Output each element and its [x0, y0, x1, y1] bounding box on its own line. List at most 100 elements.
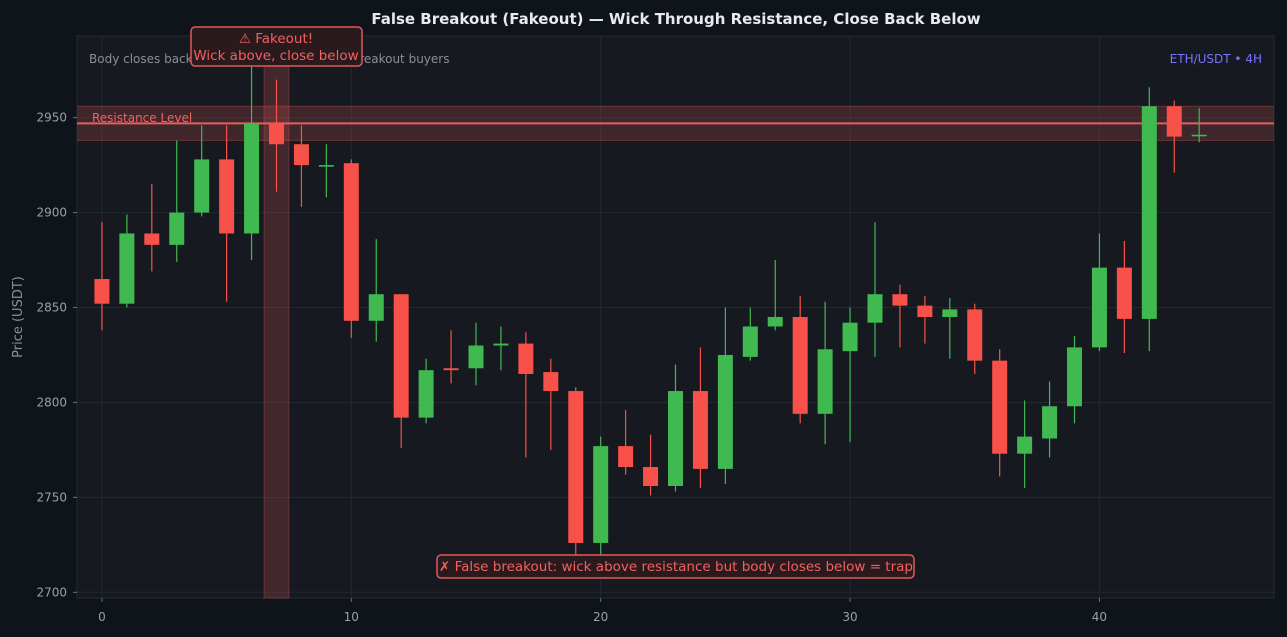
candle [219, 125, 235, 302]
candle [119, 214, 135, 308]
candle-body [493, 343, 509, 346]
candle [692, 347, 708, 488]
candle-body [692, 391, 708, 469]
candle [1091, 233, 1107, 352]
candle [194, 125, 210, 217]
candle [169, 140, 185, 262]
candle-body [518, 343, 534, 374]
candle [842, 307, 858, 443]
candle-body [219, 159, 235, 234]
candle [742, 307, 758, 361]
candle [443, 330, 459, 384]
candle-body [842, 322, 858, 352]
candle-body [418, 370, 434, 418]
candle-body [343, 163, 359, 321]
candle-body [269, 123, 284, 145]
candle-body [942, 309, 958, 317]
candle [817, 301, 833, 445]
candle [942, 298, 958, 359]
candle-body [1091, 267, 1107, 348]
x-tick-label: 0 [98, 610, 106, 624]
candle-body [967, 309, 983, 361]
candle [1067, 335, 1082, 424]
candle-body [618, 446, 634, 467]
candle [418, 358, 434, 424]
candle-body [792, 317, 808, 414]
fakeout-callout: ⚠ Fakeout! Wick above, close below [190, 26, 363, 67]
resistance-zone-layer [77, 35, 1274, 599]
candle-body [293, 144, 309, 166]
candle [493, 326, 509, 371]
candle-body [244, 123, 260, 234]
y-tick-label: 2900 [36, 206, 67, 220]
candles [94, 51, 1207, 561]
candle-body [1067, 347, 1082, 407]
candle-body [817, 349, 833, 414]
candle-body [1141, 106, 1157, 319]
candle-body [668, 391, 683, 486]
candle-body [767, 317, 783, 327]
candle-body [1166, 106, 1182, 137]
x-tick-label: 20 [593, 610, 608, 624]
candle-body [1116, 267, 1132, 319]
candle-body [119, 233, 135, 304]
candle [643, 434, 659, 496]
candle-body [169, 212, 185, 245]
candle [1017, 400, 1033, 488]
candle [293, 125, 309, 207]
axis-ticks: 2700 2750 2800 2850 2900 2950 0 10 20 30 40 [36, 111, 1107, 624]
candle-body [1017, 436, 1033, 454]
candle [1116, 241, 1132, 354]
candle [867, 222, 883, 357]
candle [917, 296, 933, 344]
candle [468, 322, 484, 386]
candle [967, 303, 983, 374]
candle [518, 332, 534, 458]
candle [393, 294, 409, 449]
candle [1042, 381, 1058, 458]
candle [568, 387, 584, 561]
candle [717, 307, 733, 485]
candle-body [568, 391, 584, 543]
fakeout-callout-line1: ⚠ Fakeout! [239, 31, 313, 47]
candle-body [892, 294, 908, 306]
resistance-label: Resistance Level [92, 111, 192, 125]
candle [767, 260, 783, 331]
candle-body [1191, 134, 1207, 137]
candle [144, 184, 160, 272]
symbol-label: ETH/USDT • 4H [1170, 52, 1262, 66]
candle [269, 79, 284, 192]
candle-body [917, 305, 933, 317]
candle [318, 144, 334, 198]
candle-body [468, 345, 484, 369]
y-tick-label: 2850 [36, 301, 67, 315]
candle-body [144, 233, 160, 245]
candle-body [543, 372, 559, 392]
chart-title: False Breakout (Fakeout) — Wick Through … [371, 10, 980, 28]
candle [618, 410, 634, 475]
candle [1191, 108, 1207, 143]
fakeout-callout-line2: Wick above, close below [193, 48, 358, 64]
candle-body [443, 368, 459, 371]
candle [244, 51, 260, 261]
candle [593, 436, 609, 557]
candle [668, 364, 683, 492]
candle-body [992, 360, 1008, 454]
candle-body [742, 326, 758, 357]
false-breakout-callout-text: ✗ False breakout: wick above resistance … [439, 559, 913, 575]
candle-body [867, 294, 883, 323]
y-tick-label: 2950 [36, 111, 67, 125]
candle [892, 284, 908, 348]
candle [992, 349, 1008, 477]
candle [543, 358, 559, 450]
candle [792, 296, 808, 424]
y-tick-label: 2700 [36, 585, 67, 599]
y-tick-label: 2750 [36, 490, 67, 504]
candle-body [1042, 406, 1058, 439]
candle [1166, 100, 1182, 173]
candle-body [318, 165, 334, 167]
candle-body [643, 466, 659, 486]
x-tick-label: 30 [842, 610, 857, 624]
candle-body [717, 354, 733, 469]
